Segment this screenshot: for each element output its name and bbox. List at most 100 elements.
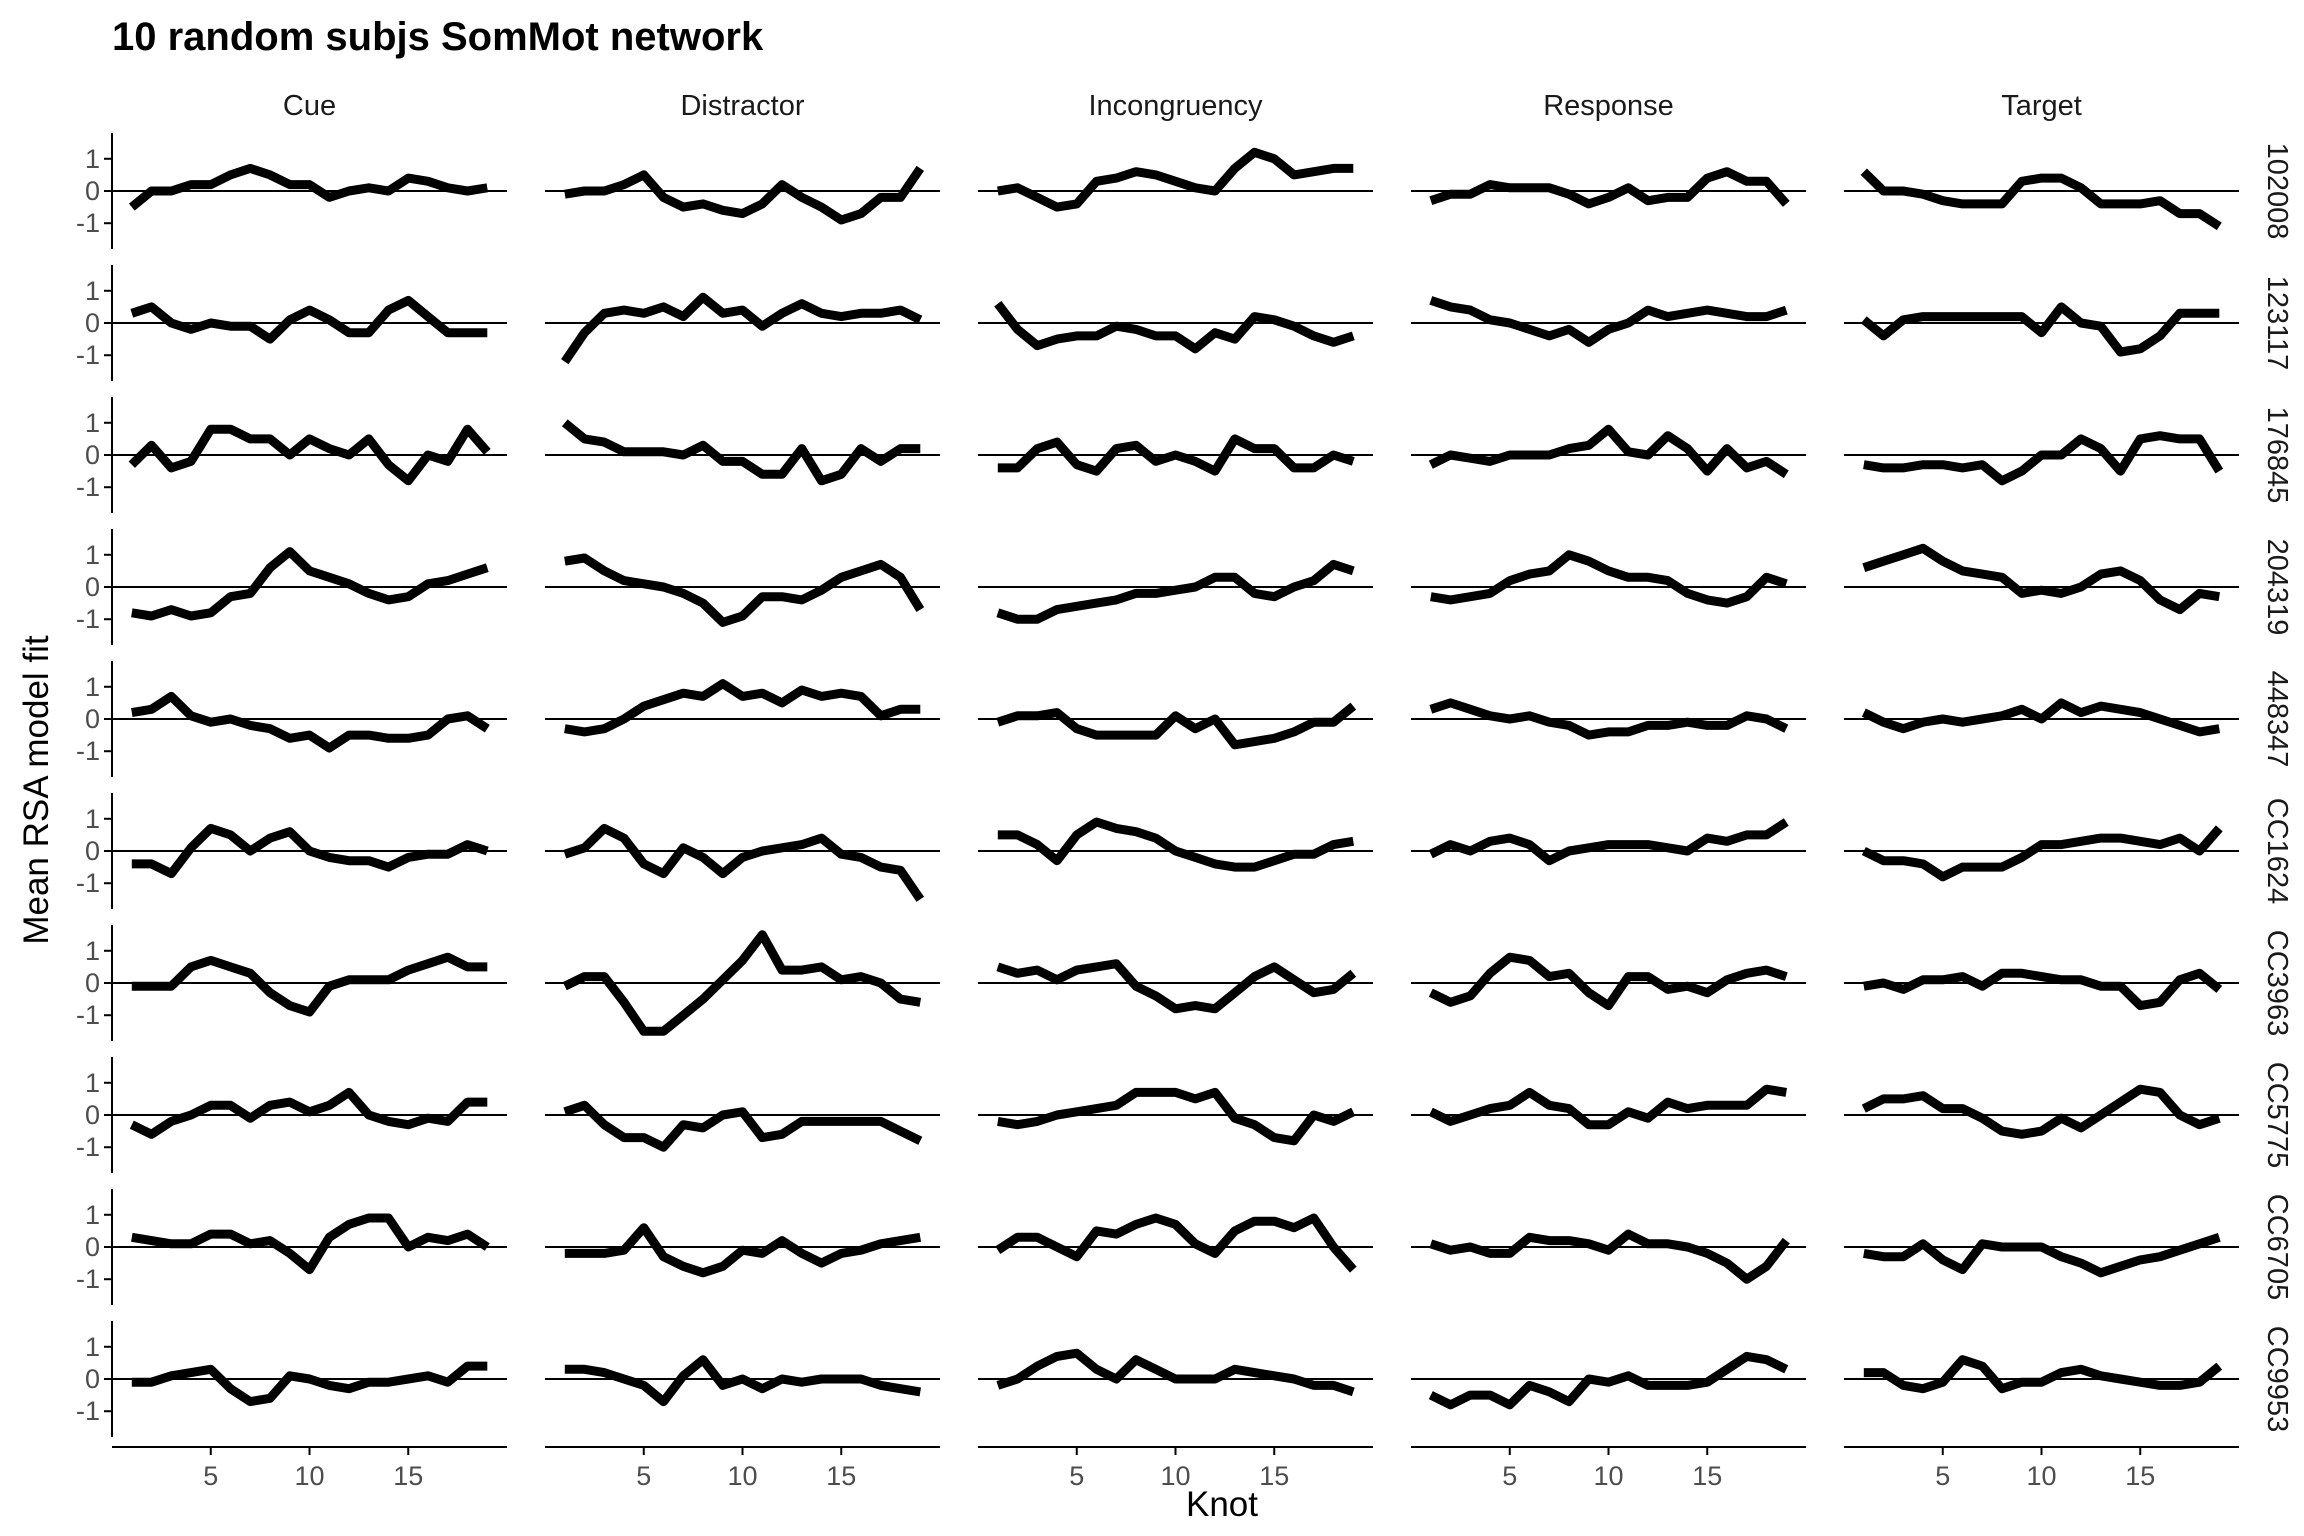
panel: [112, 295, 507, 344]
panel: [978, 1087, 1373, 1146]
panel: [545, 292, 940, 365]
y-axes: 10-110-110-110-110-110-110-110-110-110-1: [76, 133, 113, 1437]
panel: [1844, 698, 2239, 737]
y-tick-label: -1: [76, 604, 100, 634]
panel: [1844, 1355, 2239, 1394]
y-tick-label: 0: [85, 308, 100, 338]
panel: [1844, 1084, 2239, 1139]
y-tick-label: -1: [76, 208, 100, 238]
y-tick-label: 0: [85, 1232, 100, 1262]
panel: [1411, 698, 1806, 740]
column-strip-label: Distractor: [680, 90, 804, 122]
x-tick-label: 10: [1593, 1461, 1623, 1491]
x-tick-label: 5: [203, 1461, 218, 1491]
panel: [1411, 818, 1806, 866]
panel: [1411, 1351, 1806, 1410]
panel: [112, 424, 507, 486]
column-strip-label: Target: [2001, 90, 2082, 122]
series-line: [995, 1213, 1357, 1273]
panel: [1844, 543, 2239, 615]
y-tick-label: -1: [76, 1264, 100, 1294]
series-line: [1428, 1084, 1788, 1130]
y-tick-label: -1: [76, 736, 100, 766]
series-line: [1429, 698, 1789, 740]
series-line: [131, 823, 489, 879]
panel: [1844, 431, 2239, 486]
row-strip-label: 448347: [2261, 671, 2293, 768]
panel: [1411, 1084, 1806, 1130]
column-strip-label: Incongruency: [1088, 90, 1263, 122]
x-tick-label: 5: [1935, 1461, 1950, 1491]
series-line: [564, 679, 921, 737]
series-line: [128, 163, 489, 211]
panel: [978, 559, 1373, 624]
y-tick-label: 1: [85, 540, 100, 570]
series-line: [997, 1087, 1356, 1146]
panel: [1844, 825, 2239, 882]
y-tick-label: 0: [85, 836, 100, 866]
panel: [1411, 424, 1806, 479]
x-tick-label: 15: [1692, 1461, 1722, 1491]
row-strip-label: 176845: [2261, 407, 2293, 504]
panel: [112, 1087, 507, 1139]
series-line: [996, 702, 1357, 750]
y-tick-label: 0: [85, 968, 100, 998]
y-tick-label: 0: [85, 704, 100, 734]
x-tick-label: 15: [393, 1461, 423, 1491]
series-line: [1428, 1351, 1789, 1410]
y-tick-label: 1: [85, 408, 100, 438]
y-tick-label: 0: [85, 1100, 100, 1130]
series-line: [563, 823, 925, 902]
series-line: [997, 434, 1355, 476]
series-line: [130, 295, 488, 344]
y-tick-label: 1: [85, 672, 100, 702]
series-line: [1429, 296, 1788, 347]
panel: [978, 1348, 1373, 1397]
panel: [545, 1100, 940, 1152]
series-line: [1861, 698, 2221, 737]
y-tick-label: 1: [85, 804, 100, 834]
x-tick-label: 15: [826, 1461, 856, 1491]
series-line: [563, 1100, 923, 1152]
panel: [545, 165, 940, 225]
x-axes: 5 10 15 5 10 15 5 10 15 5 10 15 5 10 15: [112, 1446, 2239, 1491]
y-tick-label: 1: [85, 276, 100, 306]
x-tick-label: 15: [2125, 1461, 2155, 1491]
y-tick-label: 0: [85, 572, 100, 602]
series-line: [129, 1087, 488, 1139]
column-strips: Cue Distractor Incongruency Response Target: [283, 90, 2082, 122]
panel: [112, 952, 507, 1017]
y-tick-label: 0: [85, 440, 100, 470]
column-strip-label: Cue: [283, 90, 336, 122]
y-tick-label: -1: [76, 472, 100, 502]
series-line: [1862, 543, 2221, 615]
series-line: [1428, 952, 1788, 1011]
series-line: [564, 1223, 922, 1278]
series-line: [131, 1361, 488, 1407]
series-line: [1863, 431, 2224, 486]
x-axis-title: Knot: [1186, 1485, 1258, 1524]
series-line: [1430, 550, 1788, 608]
panel: [1844, 168, 2239, 231]
series-line: [131, 952, 488, 1017]
panel: [112, 1213, 507, 1275]
y-tick-label: -1: [76, 1396, 100, 1426]
y-tick-label: -1: [76, 868, 100, 898]
series-line: [564, 165, 925, 225]
panel: [1411, 1229, 1806, 1284]
series-line: [131, 691, 490, 753]
x-tick-label: 10: [1160, 1461, 1190, 1491]
panel: [112, 547, 507, 621]
series-line: [564, 1355, 922, 1407]
panel: [545, 823, 940, 902]
panel: [1844, 1233, 2239, 1278]
series-line: [997, 817, 1355, 872]
y-tick-label: 1: [85, 1200, 100, 1230]
x-tick-label: 10: [2026, 1461, 2056, 1491]
panel: [978, 959, 1373, 1014]
x-tick-label: 10: [294, 1461, 324, 1491]
panel: [1411, 952, 1806, 1011]
row-strips: 102008 123117 176845 204319 448347 CC1624 CC39…: [2261, 143, 2293, 1433]
y-tick-label: -1: [76, 340, 100, 370]
series-line: [1863, 1233, 2221, 1278]
